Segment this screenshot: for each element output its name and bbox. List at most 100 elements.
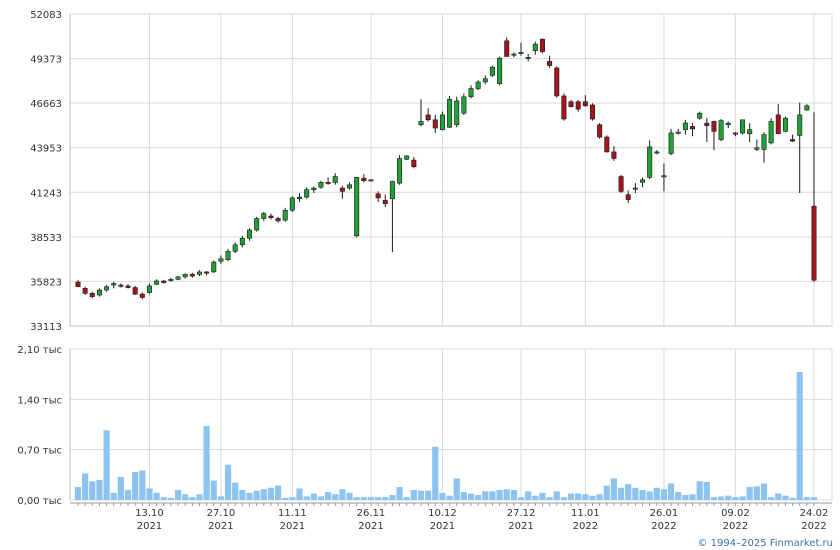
volume-bar — [182, 494, 189, 500]
volume-bar — [589, 495, 596, 500]
candle-body — [175, 276, 181, 280]
candle-body — [732, 132, 738, 135]
copyright-link[interactable]: © 1994–2025 Finmarket.ru — [697, 538, 833, 549]
candle-body — [332, 176, 338, 183]
candle-body — [447, 98, 453, 128]
volume-bar — [782, 495, 789, 500]
volume-bar — [239, 489, 246, 500]
volume-bar — [439, 492, 446, 500]
x-tick-label-year: 2022 — [723, 521, 748, 532]
volume-bar — [389, 494, 396, 500]
price-grid — [69, 13, 833, 327]
x-tick-label-date: 24.02 — [800, 508, 829, 519]
candle-body — [418, 121, 424, 126]
volume-bar — [689, 494, 696, 500]
candle-body — [711, 121, 717, 132]
volume-bar — [703, 482, 710, 500]
volume-bar — [353, 497, 360, 500]
volume-bar — [482, 491, 489, 500]
volume-bar — [760, 483, 768, 500]
volume-bar — [503, 489, 510, 500]
candle-body — [747, 129, 753, 135]
candle-body — [339, 187, 345, 192]
x-tick-label-year: 2021 — [137, 521, 162, 532]
volume-bar — [224, 464, 232, 500]
volume-bar — [103, 430, 110, 500]
x-tick-label-year: 2021 — [280, 521, 305, 532]
volume-bar — [174, 489, 182, 500]
volume-bar — [74, 487, 82, 500]
x-tick-label-date: 26.11 — [357, 508, 386, 519]
candle-body — [775, 114, 781, 135]
candle-body — [261, 213, 267, 219]
volume-bar — [89, 481, 96, 500]
candles — [75, 37, 817, 300]
volume-bar — [532, 495, 539, 500]
candle-body — [511, 53, 517, 56]
candle-body — [782, 117, 788, 132]
volume-bar — [567, 493, 575, 500]
x-tick-label-date: 27.10 — [207, 508, 236, 519]
volume-bar — [260, 489, 267, 500]
volume-bar — [739, 496, 746, 500]
candle-body — [189, 274, 195, 277]
candle-body — [196, 271, 202, 275]
volume-bar — [146, 488, 153, 500]
candle-body — [318, 182, 324, 188]
volume-bar — [446, 495, 453, 500]
candle-body — [497, 57, 503, 84]
candle-body — [632, 187, 638, 190]
volume-bar — [682, 494, 689, 500]
volume-bar — [117, 476, 124, 500]
candle-body — [425, 114, 431, 121]
candle-body — [804, 105, 810, 111]
volume-bar — [675, 492, 682, 500]
volume-bar — [132, 471, 139, 500]
volume-bar — [596, 494, 603, 500]
candle-body — [89, 293, 95, 297]
candle-body — [139, 293, 145, 298]
candle-body — [304, 189, 310, 198]
price-y-tick-label: 33113 — [30, 322, 62, 333]
volume-bar — [539, 492, 546, 500]
candle-body — [604, 136, 610, 153]
candle-body — [582, 101, 588, 107]
volume-bar — [324, 492, 332, 500]
candle-body — [204, 271, 210, 274]
candle-body — [504, 40, 510, 57]
volume-bar — [710, 497, 718, 500]
volume-bar — [696, 481, 703, 500]
volume-bar — [253, 490, 260, 500]
volume-bar — [410, 489, 417, 500]
candle-body — [518, 52, 524, 54]
x-tick-label-year: 2022 — [651, 521, 676, 532]
volume-bar — [525, 491, 532, 500]
volume-y-tick-label: 0,70 тыс — [17, 446, 62, 457]
candle-body — [361, 177, 367, 181]
volume-bar — [203, 425, 210, 500]
volume-bar — [382, 497, 389, 500]
volume-bar — [367, 497, 375, 500]
candle-body — [561, 95, 567, 120]
candle-body — [761, 134, 767, 150]
volume-bar — [803, 497, 810, 500]
volume-bar — [603, 485, 610, 500]
volume-bar — [475, 494, 482, 500]
candle-body — [397, 158, 403, 184]
volume-bar — [425, 490, 432, 500]
volume-bar — [517, 497, 525, 500]
volume-bar — [453, 478, 460, 500]
volume-bar — [467, 493, 475, 500]
candle-body — [375, 193, 381, 199]
x-tick-label-date: 11.01 — [571, 508, 600, 519]
candle-body — [475, 81, 481, 89]
volume-bar — [82, 473, 89, 500]
candle-body — [654, 151, 660, 154]
candle-body — [589, 104, 595, 120]
volume-bar — [775, 493, 782, 500]
x-tick-label-year: 2022 — [573, 521, 598, 532]
volume-bar — [560, 497, 568, 500]
candle-body — [682, 122, 688, 130]
volume-bar — [646, 491, 653, 500]
